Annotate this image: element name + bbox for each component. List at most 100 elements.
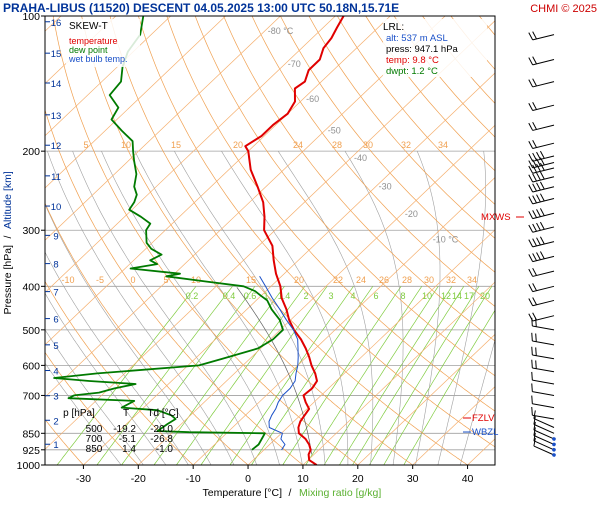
altitude-tick-label: 7 bbox=[53, 288, 58, 299]
mixing-ratio-label: 0.2 bbox=[186, 291, 199, 301]
table-cell: 850 bbox=[86, 444, 103, 455]
altitude-tick-label: 14 bbox=[51, 79, 62, 90]
x-tick-label: 10 bbox=[297, 473, 309, 485]
altitude-tick-label: 8 bbox=[53, 260, 58, 271]
adiabat-label: 5 bbox=[83, 140, 88, 150]
x-tick-label: -30 bbox=[76, 473, 91, 485]
y-axis-label: Pressure [hPa] bbox=[2, 245, 14, 315]
altitude-tick-label: 13 bbox=[51, 111, 62, 122]
y-tick-label: 200 bbox=[22, 146, 40, 158]
adiabat-label: 32 bbox=[446, 275, 456, 285]
adiabat-label: 20 bbox=[294, 275, 304, 285]
adiabat-label: 28 bbox=[332, 140, 342, 150]
adiabat-label: 24 bbox=[293, 140, 303, 150]
lrl-alt: alt: 537 m ASL bbox=[386, 33, 448, 44]
mxws-label: MXWS bbox=[481, 212, 511, 223]
mixing-ratio-label: 2 bbox=[303, 291, 308, 301]
copyright: CHMI © 2025 bbox=[530, 3, 597, 15]
x-tick-label: 30 bbox=[407, 473, 419, 485]
legend-wet-bulb: wet bulb temp. bbox=[68, 54, 128, 64]
altitude-tick-label: 11 bbox=[51, 172, 61, 183]
altitude-tick-label: 1 bbox=[53, 440, 58, 451]
adiabat-label: 34 bbox=[438, 140, 448, 150]
x-tick-label: 40 bbox=[462, 473, 474, 485]
chart-title: PRAHA-LIBUS (11520) DESCENT 04.05.2025 1… bbox=[3, 1, 399, 15]
altitude-tick-label: 9 bbox=[53, 231, 58, 242]
x-axis-label-separator: / bbox=[289, 487, 292, 499]
isotherm-label: -60 bbox=[306, 94, 319, 104]
x-tick-label: 20 bbox=[352, 473, 364, 485]
adiabat-label: 15 bbox=[171, 140, 181, 150]
mixing-ratio-label: 0.4 bbox=[223, 291, 236, 301]
altitude-tick-label: 6 bbox=[53, 315, 58, 326]
mixing-ratio-label: 8 bbox=[400, 291, 405, 301]
legend-title: SKEW-T bbox=[69, 21, 108, 32]
isotherm-label: -40 bbox=[354, 153, 367, 163]
y-axis-label-secondary: Altitude [km] bbox=[2, 171, 14, 229]
adiabat-label: -10 bbox=[61, 275, 74, 285]
y-tick-label: 300 bbox=[22, 225, 40, 237]
adiabat-label: 26 bbox=[379, 275, 389, 285]
y-tick-label: 400 bbox=[22, 281, 40, 293]
mixing-ratio-label: 17 bbox=[464, 291, 474, 301]
lrl-title: LRL: bbox=[383, 22, 404, 33]
altitude-tick-label: 4 bbox=[53, 367, 58, 378]
mixing-ratio-label: 4 bbox=[350, 291, 355, 301]
adiabat-label: 24 bbox=[356, 275, 366, 285]
x-axis-label-secondary: Mixing ratio [g/kg] bbox=[299, 487, 381, 499]
adiabat-label: 28 bbox=[402, 275, 412, 285]
adiabat-label: 10 bbox=[121, 140, 131, 150]
fzlv-label: FZLV bbox=[472, 413, 495, 424]
isotherm-label: -70 bbox=[288, 59, 301, 69]
y-tick-label: 600 bbox=[22, 360, 40, 372]
mixing-ratio-label: 1.4 bbox=[278, 291, 291, 301]
adiabat-label: 20 bbox=[233, 140, 243, 150]
table-header-td: Td [°C] bbox=[147, 408, 178, 419]
table-cell: -1.0 bbox=[156, 444, 174, 455]
wbzl-label: WBZL bbox=[472, 427, 498, 438]
adiabat-label: 22 bbox=[333, 275, 343, 285]
y-tick-label: 500 bbox=[22, 325, 40, 337]
y-axis-label-separator: / bbox=[2, 235, 14, 238]
altitude-tick-label: 10 bbox=[51, 202, 62, 213]
mixing-ratio-label: 12 bbox=[441, 291, 451, 301]
adiabat-label: 30 bbox=[424, 275, 434, 285]
y-tick-label: 1000 bbox=[17, 460, 41, 472]
x-tick-label: -10 bbox=[186, 473, 201, 485]
table-header-p: p [hPa] bbox=[63, 408, 95, 419]
lrl-temp: temp: 9.8 °C bbox=[386, 55, 439, 66]
isotherm-label: -20 bbox=[405, 209, 418, 219]
lrl-press: press: 947.1 hPa bbox=[386, 44, 459, 55]
mixing-ratio-label: 3 bbox=[328, 291, 333, 301]
mixing-ratio-label: 14 bbox=[452, 291, 462, 301]
adiabat-label: -5 bbox=[96, 275, 104, 285]
isotherm-label: -80 °C bbox=[268, 26, 294, 36]
lrl-dwpt: dwpt: 1.2 °C bbox=[386, 66, 438, 77]
table-cell: 1.4 bbox=[122, 444, 136, 455]
adiabat-label: 32 bbox=[401, 140, 411, 150]
table-header-t: T bbox=[123, 408, 129, 419]
mixing-ratio-label: 10 bbox=[422, 291, 432, 301]
y-tick-label: 850 bbox=[22, 428, 40, 440]
isotherm-label: -50 bbox=[328, 126, 341, 136]
isotherm-label: -10 °C bbox=[433, 235, 459, 245]
mixing-ratio-label: 20 bbox=[480, 291, 490, 301]
adiabat-label: 0 bbox=[130, 275, 135, 285]
mixing-ratio-label: 6 bbox=[373, 291, 378, 301]
x-axis-label: Temperature [°C] bbox=[203, 487, 283, 499]
altitude-tick-label: 15 bbox=[51, 49, 62, 60]
adiabat-label: 34 bbox=[467, 275, 477, 285]
altitude-tick-label: 2 bbox=[53, 416, 58, 427]
adiabat-label: 15 bbox=[246, 275, 256, 285]
isotherm-label: -30 bbox=[379, 182, 392, 192]
altitude-tick-label: 5 bbox=[53, 341, 58, 352]
altitude-tick-label: 16 bbox=[51, 18, 62, 29]
x-tick-label: 0 bbox=[245, 473, 251, 485]
x-tick-label: -20 bbox=[131, 473, 146, 485]
y-tick-label: 925 bbox=[22, 445, 40, 457]
y-tick-label: 700 bbox=[22, 390, 40, 402]
altitude-tick-label: 3 bbox=[53, 392, 58, 403]
altitude-tick-label: 12 bbox=[51, 141, 62, 152]
